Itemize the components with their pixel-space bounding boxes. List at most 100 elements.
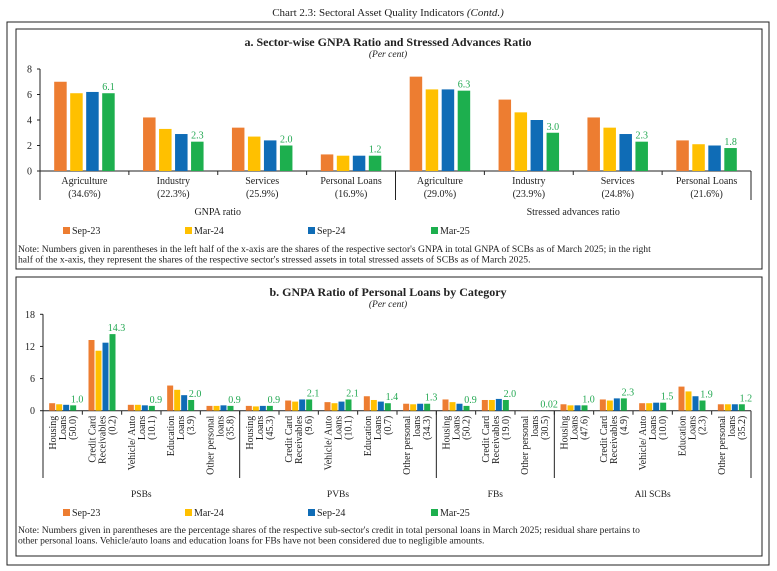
category-label: Other personal: [402, 415, 413, 474]
category-label: Credit Card: [284, 416, 295, 463]
bar-mar-25: [191, 141, 204, 171]
bar-sep-24: [692, 396, 699, 411]
y-tick-label: 2: [27, 141, 32, 152]
bar-mar-24: [488, 399, 495, 411]
bar-sep-24: [456, 403, 463, 411]
legend-swatch: [308, 509, 315, 516]
data-label: 1.2: [740, 393, 753, 404]
bar-mar-24: [174, 389, 181, 411]
category-label: Education: [166, 416, 177, 457]
bar-mar-25: [738, 404, 745, 411]
category-label: Receivables: [294, 416, 305, 464]
category-label: Credit Card: [481, 416, 492, 463]
y-tick-label: 12: [25, 342, 35, 353]
bar-sep-24: [263, 140, 277, 171]
data-label: 0.9: [268, 395, 281, 406]
panel-note-line: Note: Numbers given in parentheses are t…: [18, 525, 640, 536]
bar-sep-24: [708, 145, 721, 171]
bar-mar-24: [370, 399, 377, 411]
category-share: (23.9%): [513, 189, 546, 200]
category-label: Industry: [512, 176, 545, 187]
bar-mar-25: [306, 399, 313, 411]
panel-b: b. GNPA Ratio of Personal Loans by Categ…: [18, 285, 752, 547]
bar-sep-23: [442, 399, 449, 411]
legend-swatch: [308, 227, 315, 234]
category-label: (10.0): [658, 416, 669, 440]
y-tick-label: 4: [27, 116, 32, 127]
category-label: (0.7): [383, 416, 394, 435]
bar-mar-25: [368, 155, 382, 171]
bar-mar-24: [213, 405, 220, 411]
bar-mar-25: [227, 405, 234, 411]
category-label: (50.0): [68, 416, 79, 440]
category-label: Loans: [452, 416, 463, 441]
bar-sep-23: [678, 386, 685, 411]
bar-mar-25: [424, 403, 431, 411]
bar-mar-25: [384, 403, 391, 411]
bar-sep-23: [587, 117, 600, 171]
data-label: 2.1: [346, 388, 359, 399]
bar-sep-23: [206, 405, 213, 411]
category-label: Other personal: [717, 415, 728, 474]
category-label: (30.5): [540, 416, 551, 440]
category-label: Receivables: [609, 416, 620, 464]
category-label: Loans: [58, 416, 69, 441]
category-label: (2.3): [698, 416, 709, 435]
bar-sep-23: [167, 385, 174, 411]
bar-sep-24: [441, 89, 455, 171]
bar-sep-23: [88, 340, 95, 411]
category-label: Loans: [373, 416, 384, 441]
category-label: Agriculture: [61, 176, 108, 187]
bar-mar-24: [685, 391, 692, 411]
bar-mar-24: [410, 404, 417, 411]
bar-sep-24: [613, 398, 620, 411]
bar-sep-23: [285, 400, 292, 411]
panel-subtitle: (Per cent): [369, 49, 407, 60]
bar-mar-24: [603, 127, 616, 171]
category-label: Housing: [442, 416, 453, 450]
y-tick-label: 6: [27, 90, 32, 101]
legend-label: Mar-25: [440, 508, 470, 519]
bar-mar-25: [279, 145, 293, 171]
bar-mar-25: [345, 399, 352, 411]
category-label: (19.0): [501, 416, 512, 440]
data-label: 1.9: [700, 390, 713, 401]
bar-mar-24: [449, 402, 456, 411]
legend-label: Sep-23: [72, 226, 100, 237]
group-label: Stressed advances ratio: [527, 207, 620, 218]
bar-mar-25: [699, 400, 706, 411]
bar-sep-24: [731, 404, 738, 411]
legend-label: Sep-24: [317, 226, 345, 237]
category-label: (10.1): [147, 416, 158, 440]
legend-swatch: [431, 227, 438, 234]
bar-sep-24: [377, 401, 384, 411]
category-label: Education: [363, 416, 374, 457]
bar-sep-23: [403, 403, 410, 411]
bar-sep-23: [676, 140, 689, 171]
category-label: Vehicle/ Auto: [324, 416, 335, 471]
data-label: 2.3: [635, 131, 648, 142]
bar-sep-24: [574, 405, 581, 411]
bar-sep-24: [619, 134, 632, 171]
category-label: loans: [530, 416, 541, 437]
bar-sep-23: [231, 127, 245, 171]
bar-sep-24: [63, 404, 70, 411]
bar-mar-24: [134, 404, 141, 411]
bar-mar-25: [546, 132, 560, 171]
category-label: Vehicle/ Auto: [127, 416, 138, 471]
category-label: (34.3): [422, 416, 433, 440]
category-label: Loans: [570, 416, 581, 441]
category-label: (35.2): [737, 416, 748, 440]
category-label: Other personal: [206, 415, 217, 474]
category-label: Loans: [648, 416, 659, 441]
panel-a-frame: [15, 28, 763, 270]
bar-sep-23: [127, 404, 134, 411]
data-label: 1.3: [425, 393, 438, 404]
bar-sep-23: [560, 404, 567, 411]
bar-sep-24: [175, 134, 188, 171]
bar-sep-23: [409, 76, 423, 171]
bar-mar-25: [724, 148, 737, 171]
bar-mar-24: [70, 93, 83, 171]
category-label: Housing: [48, 416, 59, 450]
category-label: loans: [412, 416, 423, 437]
